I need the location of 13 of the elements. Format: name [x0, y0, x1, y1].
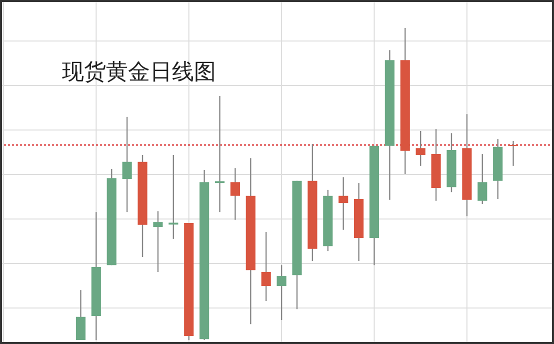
candlestick: [338, 176, 348, 230]
candlestick: [153, 210, 163, 273]
candlestick: [122, 116, 132, 213]
candlestick: [276, 264, 286, 321]
candlestick: [416, 130, 426, 167]
candlestick: [214, 95, 225, 213]
candlestick: [478, 153, 488, 205]
candlestick: [76, 289, 86, 341]
candlestick: [230, 167, 240, 220]
text: 现货黄金日线图: [62, 59, 216, 87]
candlestick: [508, 140, 518, 167]
candlestick: [168, 154, 178, 240]
candlestick: [261, 231, 271, 302]
